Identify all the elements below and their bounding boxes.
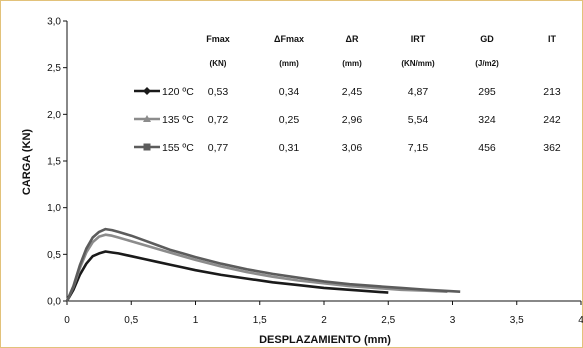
series-layer	[65, 227, 461, 302]
x-tick-label: 3,5	[510, 315, 524, 326]
stats-table: Fmax (KN) ΔFmax (mm) ΔR (mm) IRT (KN/mm) GD (J/m2…	[134, 34, 561, 154]
table-cell: 456	[478, 142, 496, 154]
legend-marker-square	[143, 143, 151, 151]
table-cell: 7,15	[408, 142, 429, 154]
table-cell: 0,77	[208, 142, 229, 154]
y-tick-label: 1,5	[47, 157, 61, 168]
table-cell: 5,54	[408, 114, 429, 126]
legend-marker-triangle	[143, 115, 151, 122]
x-tick-label: 3	[450, 315, 456, 326]
x-tick-label: 4	[578, 315, 583, 326]
series-line-1	[65, 250, 389, 302]
table-header: ΔFmax	[274, 34, 304, 44]
y-tick-label: 2,0	[47, 110, 61, 121]
table-cell: 213	[543, 86, 561, 98]
y-tick-label: 0,0	[47, 297, 61, 308]
table-cell: 0,72	[208, 114, 229, 126]
table-unit: (KN/mm)	[401, 59, 435, 68]
table-unit: (KN)	[210, 59, 227, 68]
legend-label: 120 ºC	[162, 86, 194, 98]
table-cell: 0,25	[279, 114, 300, 126]
table-header: Fmax	[206, 34, 230, 44]
table-cell: 324	[478, 114, 496, 126]
y-axis-title: CARGA (KN)	[21, 129, 33, 196]
y-tick-label: 1,0	[47, 203, 61, 214]
table-cell: 362	[543, 142, 561, 154]
table-unit: (mm)	[279, 59, 299, 68]
x-tick-label: 1,5	[253, 315, 267, 326]
table-header: IT	[548, 34, 557, 44]
table-unit: (J/m2)	[475, 59, 499, 68]
table-cell: 4,87	[408, 86, 429, 98]
y-tick-label: 3,0	[47, 17, 61, 28]
legend-marker-diamond	[143, 87, 151, 95]
table-cell: 0,31	[279, 142, 300, 154]
legend-label: 155 ºC	[162, 142, 194, 154]
series-line-3	[65, 227, 461, 302]
x-tick-label: 0	[64, 315, 70, 326]
x-axis-title: DESPLAZAMIENTO (mm)	[259, 334, 391, 346]
table-cell: 295	[478, 86, 496, 98]
table-unit: (mm)	[342, 59, 362, 68]
table-cell: 0,34	[279, 86, 300, 98]
table-cell: 2,45	[342, 86, 363, 98]
table-cell: 2,96	[342, 114, 363, 126]
table-cell: 3,06	[342, 142, 363, 154]
axes: 0,0 0,5 1,0 1,5 2,0 2,5 3,0 0 0,5 1 1,5 2 2,5 3 3,5 4	[47, 17, 583, 327]
table-header: IRT	[411, 34, 426, 44]
x-tick-label: 2	[321, 315, 327, 326]
x-tick-label: 1	[193, 315, 199, 326]
table-cell: 242	[543, 114, 561, 126]
series-line-2	[65, 233, 448, 302]
table-cell: 0,53	[208, 86, 229, 98]
legend-label: 135 ºC	[162, 114, 194, 126]
x-tick-label: 0,5	[124, 315, 138, 326]
x-tick-label: 2,5	[381, 315, 395, 326]
table-header: GD	[480, 34, 494, 44]
table-header: ΔR	[346, 34, 359, 44]
y-tick-label: 0,5	[47, 250, 61, 261]
y-tick-label: 2,5	[47, 63, 61, 74]
